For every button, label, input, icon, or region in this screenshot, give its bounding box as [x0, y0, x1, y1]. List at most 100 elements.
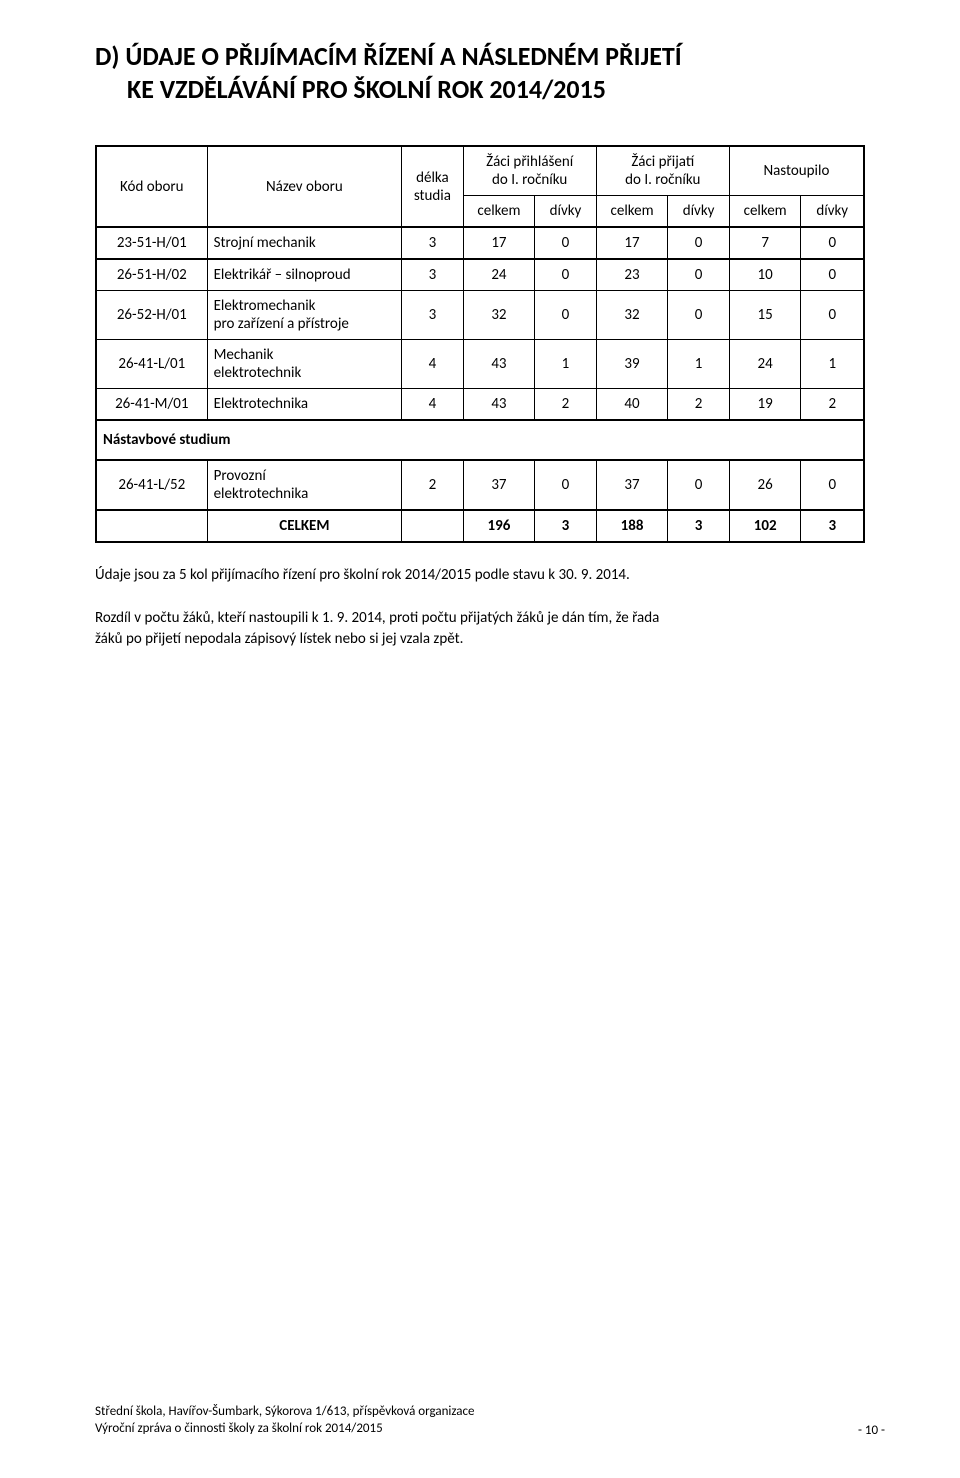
cell-nazev: Mechanikelektrotechnik [208, 340, 403, 389]
cell-ac: 23 [597, 260, 669, 291]
th-prijati-l2: do I. ročníku [625, 171, 700, 189]
cell-nazev: Provozní elektrotechnika [208, 461, 403, 511]
cell-ac: 17 [597, 228, 669, 260]
th-ac: celkem [597, 196, 669, 228]
cell-pc: 43 [464, 389, 536, 421]
cell-pc: 37 [464, 461, 536, 511]
cell-ad: 0 [668, 291, 729, 340]
th-nd: dívky [801, 196, 863, 228]
cell-kod: 26-41-L/52 [97, 461, 208, 511]
cell-ac: 32 [597, 291, 669, 340]
cell-kod: 26-52-H/01 [97, 291, 208, 340]
th-nc: celkem [730, 196, 802, 228]
cell-pd: 0 [535, 228, 596, 260]
cell-nazev: Elektrotechnika [208, 389, 403, 421]
paragraph-2-l1: Rozdíl v počtu žáků, kteří nastoupili k … [95, 609, 659, 627]
cell-nc: 10 [730, 260, 802, 291]
footer-line2: Výroční zpráva o činnosti školy za školn… [95, 1421, 383, 1436]
th-prihlaseni-l2: do I. ročníku [492, 171, 567, 189]
paragraph-1: Údaje jsou za 5 kol přijímacího řízení p… [95, 565, 865, 586]
cell-total-delka [402, 511, 463, 543]
cell-pd: 2 [535, 389, 596, 421]
th-pc: celkem [464, 196, 536, 228]
cell-delka: 2 [402, 461, 463, 511]
table-row: 26-41-L/01Mechanikelektrotechnik44313912… [97, 340, 863, 389]
th-prijati: Žáci přijatí do I. ročníku [597, 145, 730, 196]
cell-kod: 26-41-L/01 [97, 340, 208, 389]
cell-delka: 4 [402, 340, 463, 389]
th-delka-l1: délka [416, 169, 449, 187]
th-delka: délka studia [402, 145, 463, 228]
admissions-table: Kód oboru Název oboru délka studia Žáci … [95, 145, 865, 543]
cell-nd: 0 [801, 291, 863, 340]
th-nastoupilo: Nastoupilo [730, 145, 863, 196]
cell-ad: 0 [668, 260, 729, 291]
paragraph-2-l2: žáků po přijetí nepodala zápisový lístek… [95, 630, 463, 648]
page-footer: Střední škola, Havířov-Šumbark, Sýkorova… [95, 1404, 885, 1438]
footer-left: Střední škola, Havířov-Šumbark, Sýkorova… [95, 1404, 475, 1438]
table-row: 26-41-M/01Elektrotechnika4432402192 [97, 389, 863, 421]
th-ad: dívky [668, 196, 729, 228]
cell-pd: 0 [535, 291, 596, 340]
table-row-total: CELKEM 196 3 188 3 102 3 [97, 511, 863, 543]
footer-page-number: - 10 - [858, 1423, 885, 1438]
cell-nc: 19 [730, 389, 802, 421]
cell-total-nd: 3 [801, 511, 863, 543]
cell-pc: 17 [464, 228, 536, 260]
cell-nd: 0 [801, 260, 863, 291]
cell-total-ac: 188 [597, 511, 669, 543]
cell-nazev: Strojní mechanik [208, 228, 403, 260]
cell-nd: 0 [801, 228, 863, 260]
cell-nazev: Elektromechanikpro zařízení a přístroje [208, 291, 403, 340]
cell-pd: 0 [535, 461, 596, 511]
th-kod: Kód oboru [97, 145, 208, 228]
cell-delka: 3 [402, 260, 463, 291]
table-row: 26-51-H/02Elektrikář – silnoproud3240230… [97, 260, 863, 291]
cell-nd: 2 [801, 389, 863, 421]
cell-total-nc: 102 [730, 511, 802, 543]
cell-kod: 26-41-M/01 [97, 389, 208, 421]
cell-kod: 23-51-H/01 [97, 228, 208, 260]
cell-ad: 0 [668, 228, 729, 260]
cell-ac: 40 [597, 389, 669, 421]
cell-pd: 0 [535, 260, 596, 291]
section-heading: D) ÚDAJE O PŘIJÍMACÍM ŘÍZENÍ A NÁSLEDNÉM… [95, 40, 865, 105]
cell-total-pd: 3 [535, 511, 596, 543]
th-prijati-l1: Žáci přijatí [631, 153, 694, 171]
cell-total-ad: 3 [668, 511, 729, 543]
cell-nc: 7 [730, 228, 802, 260]
th-prihlaseni: Žáci přihlášení do I. ročníku [464, 145, 597, 196]
cell-pc: 32 [464, 291, 536, 340]
heading-line2: KE VZDĚLÁVÁNÍ PRO ŠKOLNÍ ROK 2014/2015 [127, 73, 606, 105]
th-nazev: Název oboru [208, 145, 403, 228]
cell-nd: 0 [801, 461, 863, 511]
paragraph-2: Rozdíl v počtu žáků, kteří nastoupili k … [95, 608, 865, 650]
cell-total-label: CELKEM [208, 511, 403, 543]
table-row-nastavba: 26-41-L/52 Provozní elektrotechnika 2 37… [97, 461, 863, 511]
cell-pc: 43 [464, 340, 536, 389]
cell-nazev-l1: Provozní [214, 467, 266, 485]
table-row: 26-52-H/01Elektromechanikpro zařízení a … [97, 291, 863, 340]
cell-pd: 1 [535, 340, 596, 389]
cell-total-blank [97, 511, 208, 543]
cell-nc: 26 [730, 461, 802, 511]
cell-nc: 24 [730, 340, 802, 389]
cell-ac: 39 [597, 340, 669, 389]
table-row: 23-51-H/01Strojní mechanik317017070 [97, 228, 863, 260]
cell-nc: 15 [730, 291, 802, 340]
th-delka-l2: studia [414, 187, 451, 205]
cell-delka: 3 [402, 228, 463, 260]
nastavbove-heading: Nástavbové studium [97, 421, 863, 461]
cell-total-pc: 196 [464, 511, 536, 543]
cell-ad: 1 [668, 340, 729, 389]
cell-nd: 1 [801, 340, 863, 389]
cell-ac: 37 [597, 461, 669, 511]
cell-ad: 0 [668, 461, 729, 511]
footer-line1: Střední škola, Havířov-Šumbark, Sýkorova… [95, 1404, 475, 1419]
cell-pc: 24 [464, 260, 536, 291]
cell-ad: 2 [668, 389, 729, 421]
th-prihlaseni-l1: Žáci přihlášení [486, 153, 573, 171]
cell-nazev: Elektrikář – silnoproud [208, 260, 403, 291]
cell-delka: 4 [402, 389, 463, 421]
cell-nazev-l2: elektrotechnika [214, 485, 309, 503]
